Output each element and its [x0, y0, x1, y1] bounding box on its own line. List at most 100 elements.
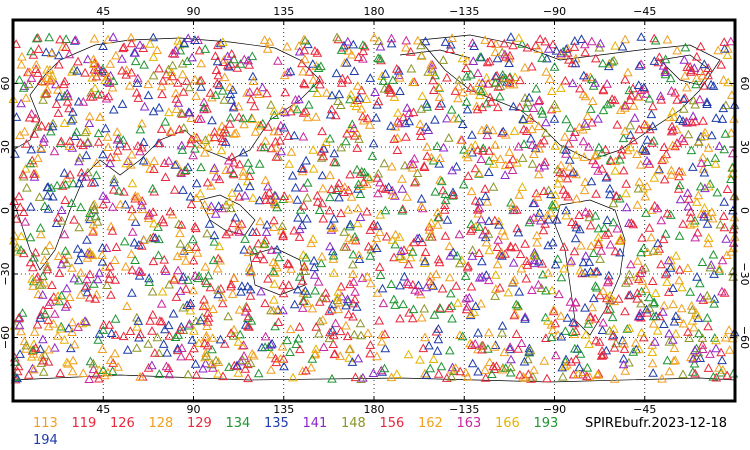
observation-marker: [659, 300, 669, 310]
observation-marker: [542, 373, 552, 383]
observation-marker: [492, 259, 503, 269]
observation-marker: [433, 323, 444, 333]
observation-marker: [88, 54, 99, 64]
observation-marker: [670, 328, 681, 338]
observation-marker: [694, 94, 705, 104]
observation-marker: [289, 299, 300, 309]
observation-marker: [213, 285, 224, 294]
observation-marker: [192, 247, 203, 257]
observation-marker: [356, 103, 367, 113]
observation-marker: [42, 73, 53, 82]
observation-marker: [650, 35, 661, 45]
observation-marker: [599, 222, 610, 232]
observation-marker: [59, 118, 70, 127]
observation-marker: [85, 356, 96, 366]
observation-marker: [726, 127, 737, 137]
observation-marker: [706, 259, 717, 269]
observation-marker: [105, 59, 116, 68]
observation-marker: [432, 345, 443, 355]
observation-marker: [202, 103, 212, 113]
observation-marker: [705, 262, 716, 272]
bottom-tick-label: −135: [449, 403, 479, 416]
observation-marker: [93, 62, 103, 71]
observation-marker: [412, 168, 423, 177]
observation-marker: [318, 342, 329, 351]
observation-marker: [537, 109, 548, 118]
observation-marker: [649, 56, 660, 65]
observation-marker: [397, 173, 407, 183]
observation-marker: [153, 250, 164, 260]
observation-marker: [478, 145, 488, 155]
observation-marker: [125, 326, 136, 335]
observation-marker: [318, 183, 328, 193]
observation-marker: [55, 323, 66, 333]
observation-marker: [143, 79, 154, 89]
observation-marker: [238, 171, 249, 180]
observation-marker: [416, 40, 426, 50]
observation-marker: [186, 199, 197, 209]
observation-marker: [121, 141, 132, 151]
observation-marker: [533, 121, 544, 131]
observation-marker: [380, 68, 391, 78]
observation-marker: [665, 262, 676, 272]
observation-marker: [551, 214, 562, 224]
observation-marker: [52, 180, 62, 190]
observation-marker: [242, 176, 253, 186]
observation-marker: [639, 82, 649, 92]
observation-marker: [600, 230, 611, 239]
observation-marker: [625, 142, 636, 152]
observation-marker: [53, 84, 63, 94]
observation-marker: [328, 222, 339, 232]
observation-marker: [508, 276, 518, 286]
observation-marker: [462, 55, 473, 65]
observation-marker: [29, 168, 39, 178]
bottom-tick-label: 135: [273, 403, 294, 416]
observation-marker: [327, 90, 337, 100]
observation-marker: [593, 113, 603, 123]
observation-marker: [719, 222, 730, 232]
observation-marker: [698, 163, 709, 173]
observation-marker: [719, 288, 730, 297]
observation-marker: [533, 96, 544, 106]
observation-marker: [435, 175, 445, 184]
observation-marker: [277, 221, 288, 230]
observation-marker: [395, 313, 405, 323]
observation-marker: [362, 271, 373, 281]
observation-marker: [508, 40, 518, 50]
observation-marker: [67, 263, 77, 272]
observation-marker: [451, 161, 462, 171]
observation-marker: [36, 143, 46, 152]
observation-marker: [108, 32, 119, 41]
observation-marker: [39, 133, 49, 143]
observation-marker: [143, 90, 154, 100]
observation-marker: [528, 198, 539, 208]
observation-marker: [292, 104, 303, 114]
observation-marker: [291, 339, 302, 348]
observation-marker: [199, 199, 210, 209]
observation-marker: [690, 368, 700, 378]
observation-marker: [88, 59, 99, 68]
observation-marker: [333, 304, 344, 314]
observation-marker: [225, 112, 236, 122]
observation-marker: [726, 174, 736, 183]
observation-marker: [527, 158, 538, 168]
observation-marker: [176, 107, 187, 117]
observation-marker: [62, 96, 73, 106]
observation-marker: [135, 124, 146, 134]
observation-marker: [481, 72, 492, 82]
observation-marker: [74, 222, 85, 232]
observation-marker: [455, 366, 466, 376]
observation-marker: [477, 271, 487, 281]
observation-marker: [524, 92, 534, 102]
observation-marker: [403, 349, 414, 359]
observation-marker: [93, 128, 104, 138]
observation-marker: [254, 195, 265, 205]
observation-marker: [646, 109, 657, 119]
observation-marker: [207, 362, 218, 372]
observation-marker: [229, 54, 239, 64]
observation-marker: [443, 133, 454, 142]
observation-marker: [293, 333, 304, 343]
observation-marker: [540, 36, 551, 46]
observation-marker: [351, 302, 362, 311]
observation-marker: [196, 75, 206, 85]
